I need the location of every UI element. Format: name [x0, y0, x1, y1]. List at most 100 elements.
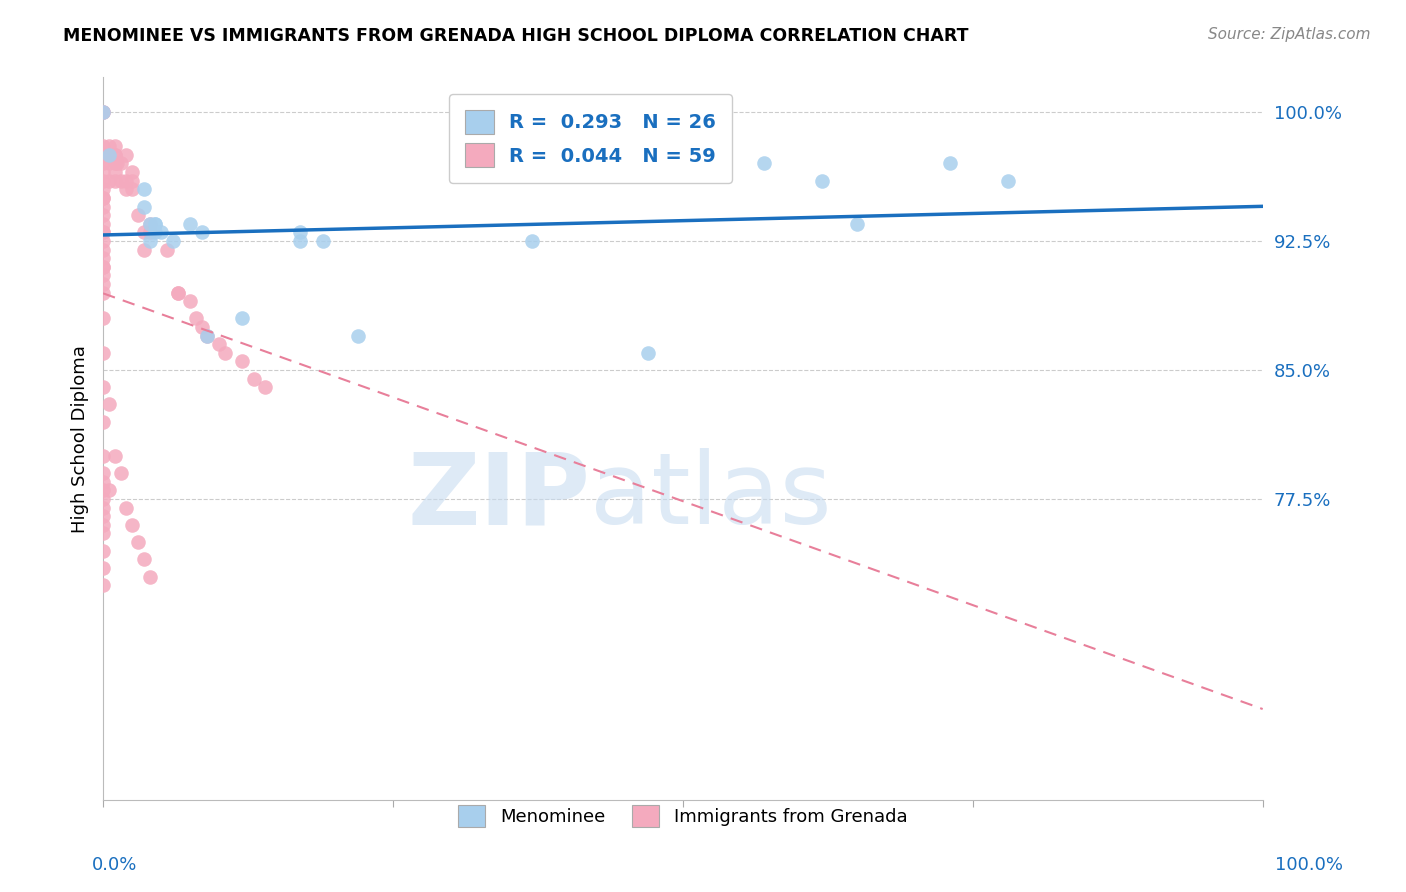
- Point: [231, 354, 253, 368]
- Point: [91, 148, 114, 162]
- Point: [290, 225, 312, 239]
- Point: [190, 320, 212, 334]
- Point: [91, 156, 114, 170]
- Point: [115, 174, 138, 188]
- Point: [132, 243, 155, 257]
- Point: [91, 243, 114, 257]
- Point: [91, 191, 114, 205]
- Point: [104, 148, 127, 162]
- Point: [138, 569, 160, 583]
- Point: [190, 225, 212, 239]
- Point: [97, 174, 120, 188]
- Point: [197, 328, 219, 343]
- Point: [91, 475, 114, 489]
- Point: [97, 148, 120, 162]
- Point: [91, 174, 114, 188]
- Text: Source: ZipAtlas.com: Source: ZipAtlas.com: [1208, 27, 1371, 42]
- Point: [104, 148, 127, 162]
- Point: [184, 311, 207, 326]
- Y-axis label: High School Diploma: High School Diploma: [72, 345, 89, 533]
- Point: [208, 337, 231, 351]
- Point: [91, 165, 114, 179]
- Point: [197, 328, 219, 343]
- Text: 100.0%: 100.0%: [1275, 856, 1343, 874]
- Point: [179, 294, 201, 309]
- Point: [121, 174, 143, 188]
- Text: MENOMINEE VS IMMIGRANTS FROM GRENADA HIGH SCHOOL DIPLOMA CORRELATION CHART: MENOMINEE VS IMMIGRANTS FROM GRENADA HIG…: [63, 27, 969, 45]
- Point: [104, 156, 127, 170]
- Point: [91, 225, 114, 239]
- Point: [214, 345, 236, 359]
- Point: [91, 208, 114, 222]
- Point: [91, 104, 114, 119]
- Point: [97, 156, 120, 170]
- Point: [138, 225, 160, 239]
- Point: [143, 217, 166, 231]
- Point: [290, 234, 312, 248]
- Point: [91, 260, 114, 274]
- Point: [110, 467, 132, 481]
- Point: [97, 483, 120, 498]
- Point: [121, 182, 143, 196]
- Point: [91, 268, 114, 283]
- Point: [91, 260, 114, 274]
- Point: [91, 234, 114, 248]
- Point: [91, 467, 114, 481]
- Point: [132, 200, 155, 214]
- Point: [167, 285, 190, 300]
- Point: [143, 225, 166, 239]
- Point: [132, 225, 155, 239]
- Point: [91, 104, 114, 119]
- Point: [121, 165, 143, 179]
- Point: [91, 345, 114, 359]
- Point: [254, 380, 277, 394]
- Point: [520, 234, 543, 248]
- Point: [91, 191, 114, 205]
- Point: [162, 234, 184, 248]
- Point: [231, 311, 253, 326]
- Point: [115, 500, 138, 515]
- Point: [104, 174, 127, 188]
- Point: [811, 174, 834, 188]
- Point: [121, 517, 143, 532]
- Point: [91, 225, 114, 239]
- Point: [110, 174, 132, 188]
- Point: [91, 509, 114, 524]
- Point: [91, 277, 114, 291]
- Point: [104, 449, 127, 463]
- Point: [156, 243, 179, 257]
- Point: [845, 217, 868, 231]
- Point: [91, 526, 114, 541]
- Point: [132, 182, 155, 196]
- Point: [91, 483, 114, 498]
- Point: [91, 148, 114, 162]
- Point: [138, 234, 160, 248]
- Point: [91, 415, 114, 429]
- Point: [150, 225, 173, 239]
- Point: [132, 552, 155, 566]
- Point: [167, 285, 190, 300]
- Point: [91, 182, 114, 196]
- Point: [91, 200, 114, 214]
- Point: [138, 217, 160, 231]
- Point: [91, 311, 114, 326]
- Point: [115, 182, 138, 196]
- Point: [312, 234, 335, 248]
- Point: [127, 535, 149, 549]
- Point: [91, 251, 114, 265]
- Point: [91, 139, 114, 153]
- Point: [91, 285, 114, 300]
- Point: [91, 104, 114, 119]
- Point: [752, 156, 775, 170]
- Point: [143, 217, 166, 231]
- Legend: Menominee, Immigrants from Grenada: Menominee, Immigrants from Grenada: [451, 798, 915, 835]
- Point: [97, 397, 120, 411]
- Point: [91, 380, 114, 394]
- Point: [91, 217, 114, 231]
- Text: ZIP: ZIP: [408, 448, 591, 545]
- Point: [104, 165, 127, 179]
- Point: [91, 491, 114, 506]
- Point: [127, 208, 149, 222]
- Point: [97, 139, 120, 153]
- Point: [637, 345, 659, 359]
